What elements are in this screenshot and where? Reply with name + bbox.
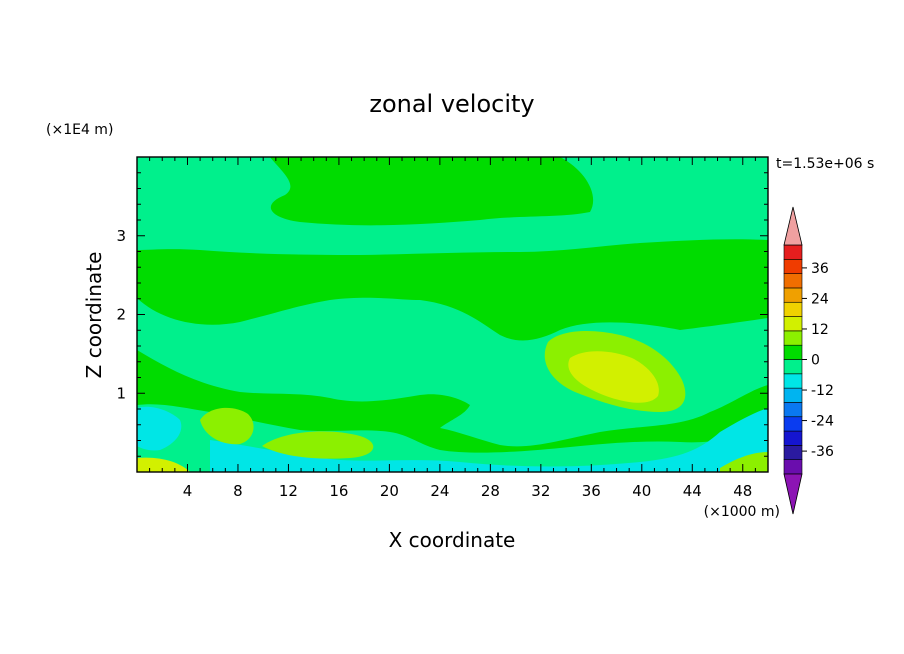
x-tick-label: 32 bbox=[531, 482, 550, 500]
field-region-blob-core bbox=[568, 351, 659, 403]
colorbar-tick-label: 0 bbox=[811, 353, 820, 369]
y-axis-ticks: 1 2 3 bbox=[116, 172, 768, 457]
field-region-cyan-2 bbox=[210, 408, 768, 472]
colorbar-tick-label: -24 bbox=[811, 414, 834, 430]
colorbar-bin bbox=[783, 344, 803, 360]
colorbar-bin bbox=[783, 359, 803, 375]
colorbar-bin bbox=[783, 301, 803, 317]
colorbar-tick-label: 36 bbox=[811, 261, 829, 277]
colorbar-bin bbox=[783, 273, 803, 289]
x-tick-label: 36 bbox=[582, 482, 601, 500]
x-tick-label: 8 bbox=[233, 482, 243, 500]
colorbar-tick-label: -36 bbox=[811, 444, 834, 460]
contour-field bbox=[137, 157, 768, 472]
colorbar-over-arrow bbox=[783, 206, 803, 246]
colorbar-tick-label: 24 bbox=[811, 291, 829, 307]
colorbar-bin bbox=[783, 287, 803, 303]
colorbar-bin bbox=[783, 445, 803, 460]
colorbar-bin bbox=[783, 373, 803, 389]
x-axis-ticks: 4 8 12 16 20 24 28 32 36 40 44 48 bbox=[149, 157, 756, 500]
colorbar-bin bbox=[783, 244, 803, 260]
x-tick-label: 44 bbox=[683, 482, 702, 500]
x-tick-label: 20 bbox=[380, 482, 399, 500]
y-tick-label: 2 bbox=[116, 306, 126, 324]
x-tick-label: 40 bbox=[632, 482, 651, 500]
colorbar-tick-label: -12 bbox=[811, 383, 834, 399]
field-region-blob-left bbox=[200, 407, 254, 445]
colorbar-bin bbox=[783, 459, 803, 475]
x-tick-label: 28 bbox=[481, 482, 500, 500]
field-region-upper bbox=[270, 157, 594, 226]
field-region-corner-right bbox=[720, 452, 768, 472]
x-tick-label: 4 bbox=[183, 482, 193, 500]
colorbar-bin bbox=[783, 387, 803, 403]
x-tick-label: 12 bbox=[279, 482, 298, 500]
y-unit-label: (×1E4 m) bbox=[46, 122, 113, 138]
field-region-blob-center bbox=[262, 431, 374, 459]
time-label: t=1.53e+06 s bbox=[776, 156, 874, 172]
x-tick-label: 16 bbox=[329, 482, 348, 500]
y-axis-title: Z coordinate bbox=[82, 252, 106, 379]
x-tick-label: 24 bbox=[430, 482, 449, 500]
colorbar-bin bbox=[783, 402, 803, 418]
colorbar-under-arrow bbox=[783, 473, 803, 515]
colorbar-bin bbox=[783, 330, 803, 346]
field-region-cyan bbox=[137, 406, 182, 451]
field-region-middle bbox=[137, 239, 768, 341]
colorbar-tick-label: 12 bbox=[811, 322, 829, 338]
y-tick-label: 1 bbox=[116, 384, 126, 402]
colorbar-bin bbox=[783, 416, 803, 432]
x-tick-label: 48 bbox=[733, 482, 752, 500]
x-axis-title: X coordinate bbox=[389, 528, 516, 552]
colorbar-bin bbox=[783, 430, 803, 446]
field-region-corner-left bbox=[137, 457, 190, 472]
colorbar-bin bbox=[783, 316, 803, 332]
colorbar: 36 24 12 0 -12 -24 -36 bbox=[783, 206, 834, 515]
chart-title: zonal velocity bbox=[369, 90, 534, 118]
x-unit-label: (×1000 m) bbox=[704, 504, 780, 520]
colorbar-bin bbox=[783, 259, 803, 274]
y-tick-label: 3 bbox=[116, 227, 126, 245]
